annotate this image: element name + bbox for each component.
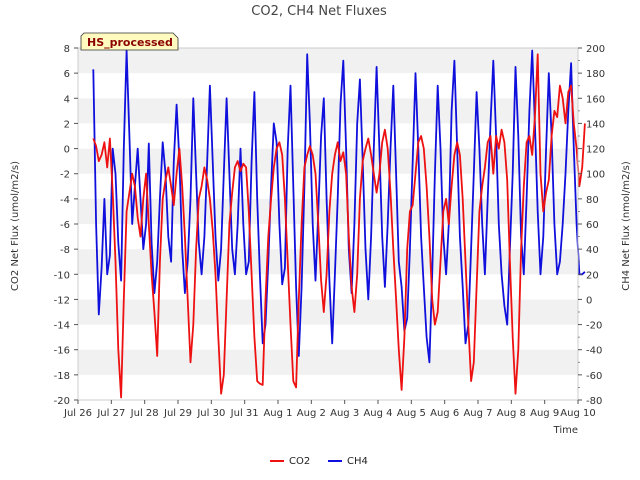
x-axis-title: Time [553, 425, 578, 436]
right-tick-label: 80 [586, 195, 599, 206]
grid-band [78, 148, 578, 174]
left-axis-title: CO2 Net Flux (umol/m2/s) [10, 161, 21, 291]
grid-band [78, 299, 578, 325]
legend-item-ch4: CH4 [328, 456, 368, 467]
left-tick-label: -2 [60, 170, 70, 181]
left-tick-label: -4 [60, 195, 70, 206]
x-tick-label: Jul 30 [196, 408, 225, 419]
right-y-axis: -80 -60 -40 -20 0 20 40 60 80 100 120 140 160 180 200 [578, 44, 605, 407]
right-tick-label: -40 [586, 346, 602, 357]
left-tick-label: 0 [64, 145, 70, 156]
left-tick-label: -18 [54, 371, 70, 382]
right-tick-label: 20 [586, 270, 599, 281]
right-tick-label: 40 [586, 245, 599, 256]
x-tick-label: Aug 5 [397, 408, 426, 419]
series-line-co2 [92, 53, 586, 399]
left-tick-label: 2 [64, 119, 70, 130]
right-tick-label: 100 [586, 170, 605, 181]
right-tick-label: 140 [586, 119, 605, 130]
badge-label: HS_processed [87, 36, 173, 49]
x-tick-label: Aug 4 [363, 408, 392, 419]
x-axis: Jul 26 Jul 27 Jul 28 Jul 29 Jul 30 Jul 31 Aug … [63, 400, 596, 419]
right-tick-label: -20 [586, 321, 602, 332]
legend-label-ch4: CH4 [347, 456, 368, 467]
left-tick-label: 8 [64, 44, 70, 55]
x-tick-label: Aug 2 [297, 408, 326, 419]
chart-title: CO2, CH4 Net Fluxes [251, 4, 387, 19]
left-tick-label: -12 [54, 295, 70, 306]
right-tick-label: 180 [586, 69, 605, 80]
left-tick-label: 6 [64, 69, 70, 80]
x-tick-label: Aug 1 [263, 408, 292, 419]
x-tick-label: Jul 28 [130, 408, 159, 419]
right-tick-label: -60 [586, 371, 602, 382]
left-tick-label: -20 [54, 396, 70, 407]
legend-label-co2: CO2 [289, 456, 310, 467]
x-tick-label: Aug 3 [330, 408, 359, 419]
left-tick-label: 4 [64, 94, 70, 105]
grid-band [78, 324, 578, 350]
left-tick-label: -6 [60, 220, 70, 231]
left-tick-label: -10 [54, 270, 70, 281]
right-tick-label: 0 [586, 295, 592, 306]
right-tick-label: -80 [586, 396, 602, 407]
grid-band [78, 349, 578, 375]
x-tick-label: Jul 29 [163, 408, 192, 419]
x-tick-label: Aug 7 [463, 408, 492, 419]
grid-band [78, 274, 578, 300]
legend-item-co2: CO2 [270, 456, 310, 467]
grid-band [78, 173, 578, 199]
grid-band [78, 374, 578, 400]
x-tick-label: Aug 6 [430, 408, 459, 419]
right-tick-label: 200 [586, 44, 605, 55]
right-tick-label: 120 [586, 145, 605, 156]
grid-band [78, 73, 578, 99]
badge-box [80, 32, 179, 51]
legend: CO2 CH4 [270, 456, 368, 467]
x-tick-label: Aug 9 [530, 408, 559, 419]
right-tick-label: 60 [586, 220, 599, 231]
right-axis-title: CH4 Net Flux (nmol/m2/s) [621, 161, 632, 291]
x-tick-label: Jul 27 [96, 408, 125, 419]
grid-band [78, 98, 578, 124]
x-tick-label: Aug 8 [497, 408, 526, 419]
x-tick-label: Jul 31 [230, 408, 259, 419]
left-tick-label: -16 [54, 346, 70, 357]
x-tick-label: Aug 10 [560, 408, 595, 419]
left-tick-label: -14 [54, 321, 70, 332]
processing-badge: HS_processed [80, 32, 179, 51]
right-tick-label: 160 [586, 94, 605, 105]
grid-band [78, 48, 578, 74]
left-tick-label: -8 [60, 245, 70, 256]
x-tick-label: Jul 26 [63, 408, 92, 419]
series-layer [92, 49, 586, 399]
